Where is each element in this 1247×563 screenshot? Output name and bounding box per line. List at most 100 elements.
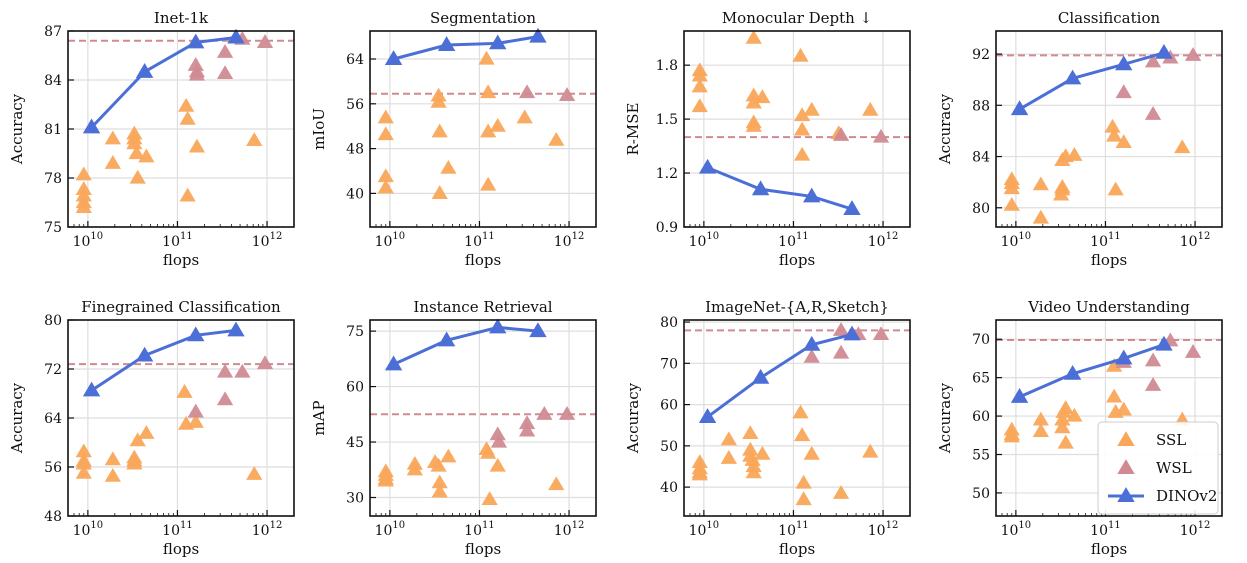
y-tick-label: 88 xyxy=(972,98,990,114)
legend-marker-ssl xyxy=(1117,431,1135,446)
y-tick-label: 60 xyxy=(346,380,364,396)
ssl-point xyxy=(480,444,497,459)
panel-4: 1010 1011 1012 80 84 88 92 Classification flops A… xyxy=(936,9,1223,269)
ssl-point xyxy=(1066,147,1083,161)
dinov2-point xyxy=(843,200,861,216)
y-tick-label: 92 xyxy=(972,47,990,63)
wsl-point xyxy=(518,415,536,430)
panel-1: 1010 1011 1012 75 78 81 84 87 Inet-1k flops Accura… xyxy=(8,9,295,269)
ssl-point xyxy=(691,98,708,113)
x-tick-label: 1012 xyxy=(252,520,283,539)
y-axis-label: Accuracy xyxy=(8,382,26,454)
wsl-point xyxy=(1144,377,1162,391)
ssl-point xyxy=(377,472,394,487)
panel-title: ImageNet-{A,R,Sketch} xyxy=(705,298,889,316)
ssl-point xyxy=(794,146,811,161)
wsl-point xyxy=(1115,84,1132,99)
x-tick-label: 1010 xyxy=(689,520,720,539)
ssl-point xyxy=(794,107,811,122)
ssl-point xyxy=(1107,181,1124,196)
dinov2-point xyxy=(1155,43,1173,59)
panel-title: Monocular Depth ↓ xyxy=(722,9,872,27)
wsl-point xyxy=(832,127,850,141)
dinov2-point xyxy=(437,36,456,51)
ssl-point xyxy=(691,78,708,93)
y-tick-label: 0.9 xyxy=(656,220,678,236)
ssl-point xyxy=(431,474,448,489)
panel-title: Classification xyxy=(1058,9,1161,27)
legend-marker-dino xyxy=(1117,487,1135,502)
ssl-point xyxy=(129,432,146,447)
wsl-point xyxy=(187,403,204,418)
plot-frame xyxy=(995,30,1223,228)
dinov2-point xyxy=(135,62,154,78)
ssl-point xyxy=(126,455,143,470)
wsl-point xyxy=(872,326,890,341)
y-axis-label: mIoU xyxy=(310,108,328,150)
ssl-point xyxy=(440,448,457,463)
dinov2-point xyxy=(437,331,456,347)
ssl-point xyxy=(1032,411,1049,426)
ssl-point xyxy=(75,455,92,470)
wsl-point xyxy=(256,34,274,49)
dinov2-series-line xyxy=(1018,51,1165,111)
x-tick-label: 1012 xyxy=(868,231,899,250)
legend-marker-wsl xyxy=(1117,459,1135,474)
x-tick-label: 1012 xyxy=(1180,520,1211,539)
ssl-point xyxy=(745,118,762,132)
dinov2-point xyxy=(1115,349,1133,365)
wsl-point xyxy=(256,355,274,370)
y-axis-label: Accuracy xyxy=(624,382,642,454)
legend: SSL WSL DINOv2 xyxy=(1097,421,1219,515)
wsl-point xyxy=(1184,344,1202,358)
ssl-point xyxy=(742,425,759,440)
dinov2-point xyxy=(384,355,403,371)
dinov2-point xyxy=(82,118,101,134)
x-tick-label: 1012 xyxy=(554,231,585,250)
ssl-point xyxy=(138,425,155,439)
x-axis-label: flops xyxy=(163,540,199,558)
legend-label-ssl: SSL xyxy=(1156,431,1186,449)
dinov2-point xyxy=(1115,55,1133,71)
ssl-point xyxy=(431,123,448,138)
ssl-point xyxy=(440,159,457,174)
y-tick-label: 30 xyxy=(346,491,364,507)
wsl-point xyxy=(216,391,234,406)
y-tick-label: 40 xyxy=(660,480,678,496)
x-tick-label: 1010 xyxy=(1001,231,1032,250)
y-tick-label: 60 xyxy=(972,409,990,425)
dinov2-point xyxy=(1155,335,1173,351)
wsl-point xyxy=(518,422,536,437)
dinov2-series-line xyxy=(707,166,853,211)
y-tick-label: 80 xyxy=(660,315,678,331)
dinov2-point xyxy=(529,27,547,43)
dinov2-point xyxy=(1063,364,1082,380)
ssl-point xyxy=(754,445,771,460)
ssl-point xyxy=(1003,180,1020,195)
dinov2-point xyxy=(803,187,821,203)
dinov2-point xyxy=(1010,388,1029,403)
ssl-point xyxy=(377,109,394,124)
ssl-point xyxy=(104,130,121,145)
y-tick-label: 64 xyxy=(346,52,364,68)
y-axis-label: R-MSE xyxy=(624,103,642,156)
y-tick-label: 45 xyxy=(346,435,364,451)
dinov2-series-line xyxy=(90,328,237,392)
x-tick-label: 1010 xyxy=(1001,520,1032,539)
ssl-point xyxy=(548,476,565,491)
ssl-point xyxy=(104,451,121,466)
ssl-point xyxy=(377,126,394,141)
ssl-point xyxy=(1032,209,1049,224)
ssl-point xyxy=(431,185,448,199)
x-tick-label: 1011 xyxy=(778,231,809,250)
panel-title: Segmentation xyxy=(430,9,536,27)
ssl-point xyxy=(1032,423,1049,438)
y-tick-label: 70 xyxy=(660,356,678,372)
ssl-point xyxy=(1115,134,1132,149)
panel-8: 1010 1011 1012 50 55 60 65 70 Video Understandin… xyxy=(936,298,1223,558)
x-tick-label: 1011 xyxy=(162,520,193,539)
dinov2-point xyxy=(489,34,507,50)
ssl-point xyxy=(129,169,146,184)
dinov2-point xyxy=(698,408,717,423)
y-tick-label: 84 xyxy=(972,150,990,166)
